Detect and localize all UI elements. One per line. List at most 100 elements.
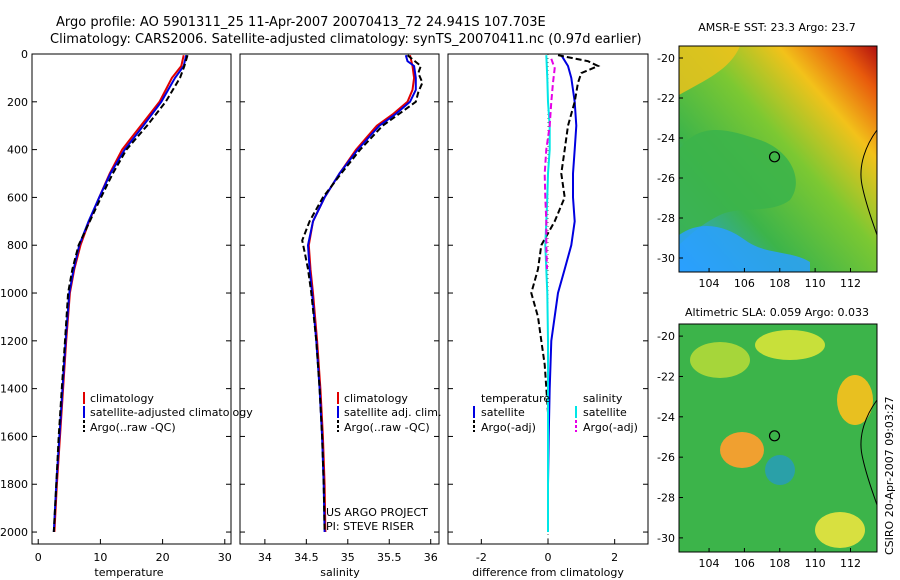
- sst-blue-region: [679, 225, 810, 272]
- map-y-tick-label: -28: [657, 212, 675, 225]
- sst-map-title: AMSR-E SST: 23.3 Argo: 23.7: [698, 21, 856, 34]
- map-x-tick-label: 104: [699, 557, 720, 570]
- y-tick-label: 1600: [0, 430, 28, 443]
- map-y-tick-label: -24: [657, 132, 675, 145]
- sla-region: [815, 512, 865, 548]
- map-x-tick-label: 106: [734, 557, 755, 570]
- sst-map-axes: 104 106 108 110 112 -20 -22 -24 -26 -28 -30: [657, 52, 861, 290]
- x-tick-label: 10: [93, 551, 107, 564]
- y-tick-label: 1000: [0, 287, 28, 300]
- salinity-legend: climatology satellite adj. clim. Argo(..…: [326, 392, 441, 533]
- x-tick-label: 34.5: [294, 551, 319, 564]
- legend-item-argo: Argo(..raw -QC): [344, 421, 430, 434]
- sla-low-region: [765, 455, 795, 485]
- series-line-argo-adj: [543, 58, 556, 270]
- map-y-tick-label: -30: [657, 532, 675, 545]
- legend-item-satellite: satellite-adjusted climatology: [90, 406, 253, 419]
- x-tick-label: 36: [424, 551, 438, 564]
- temperature-axis-label: temperature: [94, 566, 163, 579]
- argo-location-marker: [768, 151, 781, 163]
- y-tick-label: 1800: [0, 478, 28, 491]
- argo-location-marker: [768, 430, 781, 442]
- map-x-tick-label: 110: [805, 277, 826, 290]
- pi-annotation: PI: STEVE RISER: [326, 520, 415, 533]
- x-tick-label: 35: [341, 551, 355, 564]
- map-y-tick-label: -20: [657, 52, 675, 65]
- map-y-tick-label: -30: [657, 252, 675, 265]
- series-line-climatology: [307, 54, 416, 533]
- sla-region: [755, 330, 825, 360]
- y-tick-label: 400: [7, 144, 28, 157]
- salinity-panel-frame: [239, 53, 440, 545]
- legend-item-temp-satellite: satellite: [481, 406, 525, 419]
- salinity-panel: 34 34.5 35 35.5 36: [240, 53, 439, 564]
- map-y-tick-label: -22: [657, 370, 675, 383]
- legend-header-salinity: salinity: [583, 392, 623, 405]
- series-line-argo-adj: [530, 54, 601, 532]
- y-tick-label: 200: [7, 96, 28, 109]
- legend-item-climatology: climatology: [344, 392, 408, 405]
- sst-yellow-region: [679, 46, 740, 95]
- sst-coastline: [860, 129, 878, 236]
- salinity-axis-label: salinity: [320, 566, 360, 579]
- legend-item-climatology: climatology: [90, 392, 154, 405]
- legend-item-argo: Argo(..raw -QC): [90, 421, 176, 434]
- map-x-tick-label: 110: [805, 557, 826, 570]
- map-y-tick-label: -24: [657, 411, 675, 424]
- map-x-tick-label: 106: [734, 277, 755, 290]
- y-tick-label: 1200: [0, 335, 28, 348]
- x-tick-label: 30: [218, 551, 232, 564]
- series-line-satellite: [547, 54, 578, 532]
- map-y-tick-label: -26: [657, 172, 675, 185]
- y-tick-label: 1400: [0, 383, 28, 396]
- series-line-satellite-adjusted-climatology: [52, 54, 188, 533]
- map-x-tick-label: 112: [840, 557, 861, 570]
- y-tick-label: 2000: [0, 526, 28, 539]
- x-tick-label: 35.5: [377, 551, 402, 564]
- sla-high-region: [720, 432, 764, 468]
- x-tick-label: 0: [35, 551, 42, 564]
- temperature-panel: 0 10 20 30 0 200 400 600 800 1000 1200 1400 1600 1800…: [0, 48, 232, 564]
- map-x-tick-label: 104: [699, 277, 720, 290]
- y-tick-label: 0: [21, 48, 28, 61]
- series-line-argo-raw-qc: [52, 54, 189, 533]
- difference-panel: -2 0 2: [448, 53, 648, 564]
- legend-item-sal-satellite: satellite: [583, 406, 627, 419]
- difference-legend: temperature salinity satellite Argo(-adj…: [473, 392, 638, 434]
- sla-map: [678, 323, 878, 553]
- y-tick-label: 600: [7, 191, 28, 204]
- map-x-tick-label: 108: [769, 557, 790, 570]
- sla-map-axes: 104 106 108 110 112 -20 -22 -24 -26 -28 -30: [657, 330, 861, 570]
- series-line-argo-raw-qc: [301, 54, 424, 533]
- y-tick-label: 800: [7, 239, 28, 252]
- map-x-tick-label: 112: [840, 277, 861, 290]
- x-tick-label: 2: [611, 551, 618, 564]
- x-tick-label: -2: [476, 551, 487, 564]
- sst-map: [678, 45, 878, 273]
- series-line-climatology: [53, 54, 185, 533]
- map-y-tick-label: -22: [657, 92, 675, 105]
- side-timestamp: CSIRO 20-Apr-2007 09:03:27: [883, 396, 896, 555]
- legend-item-temp-argo: Argo(-adj): [481, 421, 536, 434]
- map-y-tick-label: -26: [657, 451, 675, 464]
- sla-coastline: [860, 399, 878, 506]
- map-x-tick-label: 108: [769, 277, 790, 290]
- sla-region: [837, 375, 873, 425]
- legend-item-sal-argo: Argo(-adj): [583, 421, 638, 434]
- x-tick-label: 20: [156, 551, 170, 564]
- difference-axis-label: difference from climatology: [472, 566, 624, 579]
- legend-item-satellite: satellite adj. clim.: [344, 406, 441, 419]
- sla-map-title: Altimetric SLA: 0.059 Argo: 0.033: [685, 306, 869, 319]
- sla-region: [690, 342, 750, 378]
- temperature-panel-frame: [31, 53, 232, 545]
- map-y-tick-label: -28: [657, 492, 675, 505]
- sst-map-frame: [678, 45, 878, 273]
- sst-green-region: [679, 130, 796, 245]
- header-title-line2: Climatology: CARS2006. Satellite-adjuste…: [50, 32, 642, 47]
- x-tick-label: 34: [258, 551, 272, 564]
- map-y-tick-label: -20: [657, 330, 675, 343]
- x-tick-label: 0: [545, 551, 552, 564]
- project-annotation: US ARGO PROJECT: [326, 506, 428, 519]
- legend-header-temperature: temperature: [481, 392, 550, 405]
